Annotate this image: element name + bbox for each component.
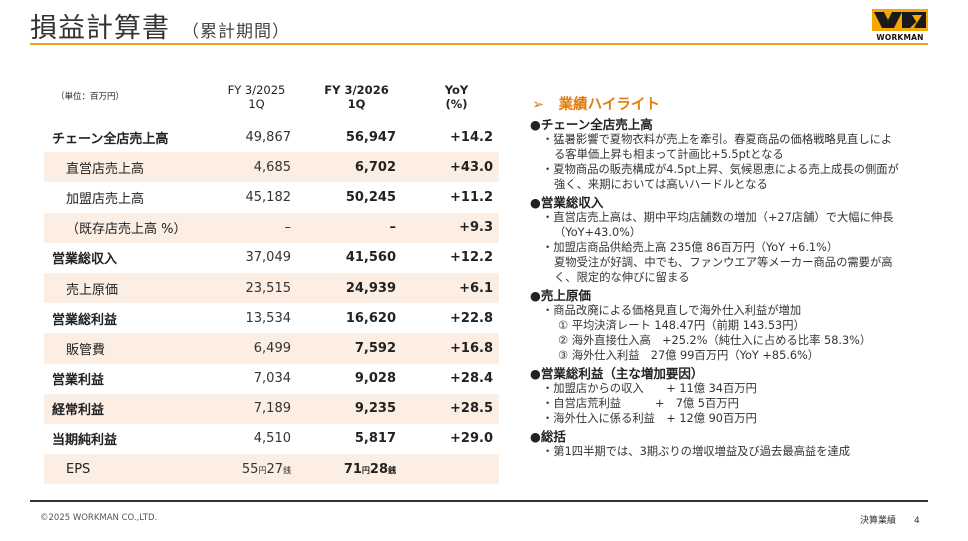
table-row: （既存店売上高 %） – – +9.3 <box>44 212 499 243</box>
bullet-line: ・夏物商品の販売構成が4.5pt上昇、気候恩恵による売上成長の側面が <box>542 163 899 176</box>
table-row: チェーン全店売上高 49,867 56,947 +14.2 <box>52 129 493 147</box>
bullet-line: ・猛暑影響で夏物衣料が売上を牽引。春夏商品の価格戦略見直しによ <box>542 133 893 146</box>
bullet-line: ② 海外直接仕入高 +25.2%（純仕入に占める比率 58.3%） <box>558 334 872 347</box>
bullet-line: ・加盟店からの収入 + 11億 34百万円 <box>542 382 757 395</box>
bullet-line: ・海外仕入に係る利益 + 12億 90百万円 <box>542 412 757 425</box>
section-title: ●営業総収入 <box>530 195 604 210</box>
title-divider <box>30 43 928 45</box>
logo-text: WORKMAN <box>876 33 924 42</box>
section-title: ●総括 <box>530 429 566 444</box>
section-title: ●チェーン全店売上高 <box>530 117 653 132</box>
table-row: 営業総利益 13,534 16,620 +22.8 <box>52 310 493 328</box>
copyright: ©2025 WORKMAN CO.,LTD. <box>40 513 158 523</box>
col-header-fy2026: FY 3/2026 1Q <box>324 83 389 111</box>
section-title: ●営業総利益（主な増加要因） <box>530 366 704 381</box>
title-main: 損益計算書 <box>30 13 170 44</box>
unit-label: （単位：百万円） <box>56 92 125 102</box>
col-header-yoy: YoY (%) <box>444 83 469 111</box>
bullet-line: ① 平均決済レート 148.47円（前期 143.53円） <box>558 319 805 332</box>
table-row: 売上原価 23,515 24,939 +6.1 <box>44 272 499 304</box>
highlights-heading: ➢ 業績ハイライト <box>532 97 660 113</box>
bullet-line: （YoY+43.0%） <box>554 226 642 239</box>
bullet-line: る客単価上昇も相まって計画比+5.5ptとなる <box>554 148 784 161</box>
logo-mark-icon <box>872 9 928 31</box>
table-row: 営業利益 7,034 9,028 +28.4 <box>52 371 493 389</box>
table-row: 販管費 6,499 7,592 +16.8 <box>44 333 499 364</box>
bullet-line: ・第1四半期では、3期ぶりの増収増益及び過去最高益を達成 <box>542 445 851 458</box>
table-row: 営業総収入 37,049 41,560 +12.2 <box>52 250 493 268</box>
workman-logo: WORKMAN <box>872 9 928 43</box>
table-row: 加盟店売上高 45,182 50,245 +11.2 <box>66 189 493 207</box>
col-header-fy2025: FY 3/2025 1Q <box>227 83 286 111</box>
bullet-line: ・加盟店商品供給売上高 235億 86百万円（YoY +6.1%） <box>542 241 839 254</box>
bullet-line: ・商品改廃による価格見直しで海外仕入利益が増加 <box>542 304 802 317</box>
income-statement-table: （単位：百万円） FY 3/2025 1Q FY 3/2026 1Q YoY (%) … <box>44 72 499 485</box>
bullet-line: ③ 海外仕入利益 27億 99百万円（YoY +85.6%） <box>558 349 820 362</box>
bullet-line: く、限定的な伸びに留まる <box>554 271 690 284</box>
footer-right: 決算業績 4 <box>860 513 920 526</box>
bullet-line: ・直営店売上高は、期中平均店舗数の増加（+27店舗）で大幅に伸長 <box>542 211 894 224</box>
table-row-eps: EPS 55円27銭 71円28銭 <box>44 454 499 485</box>
page-number: 4 <box>914 516 920 526</box>
section-title: ●売上原価 <box>530 288 591 303</box>
page-title: 損益計算書 （累計期間） <box>30 6 290 44</box>
section-label: 決算業績 <box>860 516 897 526</box>
table-row: 当期純利益 4,510 5,817 +29.0 <box>52 431 493 449</box>
table-row: 経常利益 7,189 9,235 +28.5 <box>44 393 499 424</box>
bullet-line: ・自営店荒利益 + 7億 5百万円 <box>542 397 739 410</box>
highlights-body: ●チェーン全店売上高 ・猛暑影響で夏物衣料が売上を牽引。春夏商品の価格戦略見直し… <box>530 117 950 459</box>
bullet-line: 強く、来期においては高いハードルとなる <box>554 178 768 191</box>
table-row: 直営店売上高 4,685 6,702 +43.0 <box>44 152 499 183</box>
footer-divider <box>30 500 928 502</box>
bullet-line: 夏物受注が好調、中でも、ファンウエア等メーカー商品の需要が高 <box>554 256 893 269</box>
title-sub: （累計期間） <box>182 22 290 42</box>
